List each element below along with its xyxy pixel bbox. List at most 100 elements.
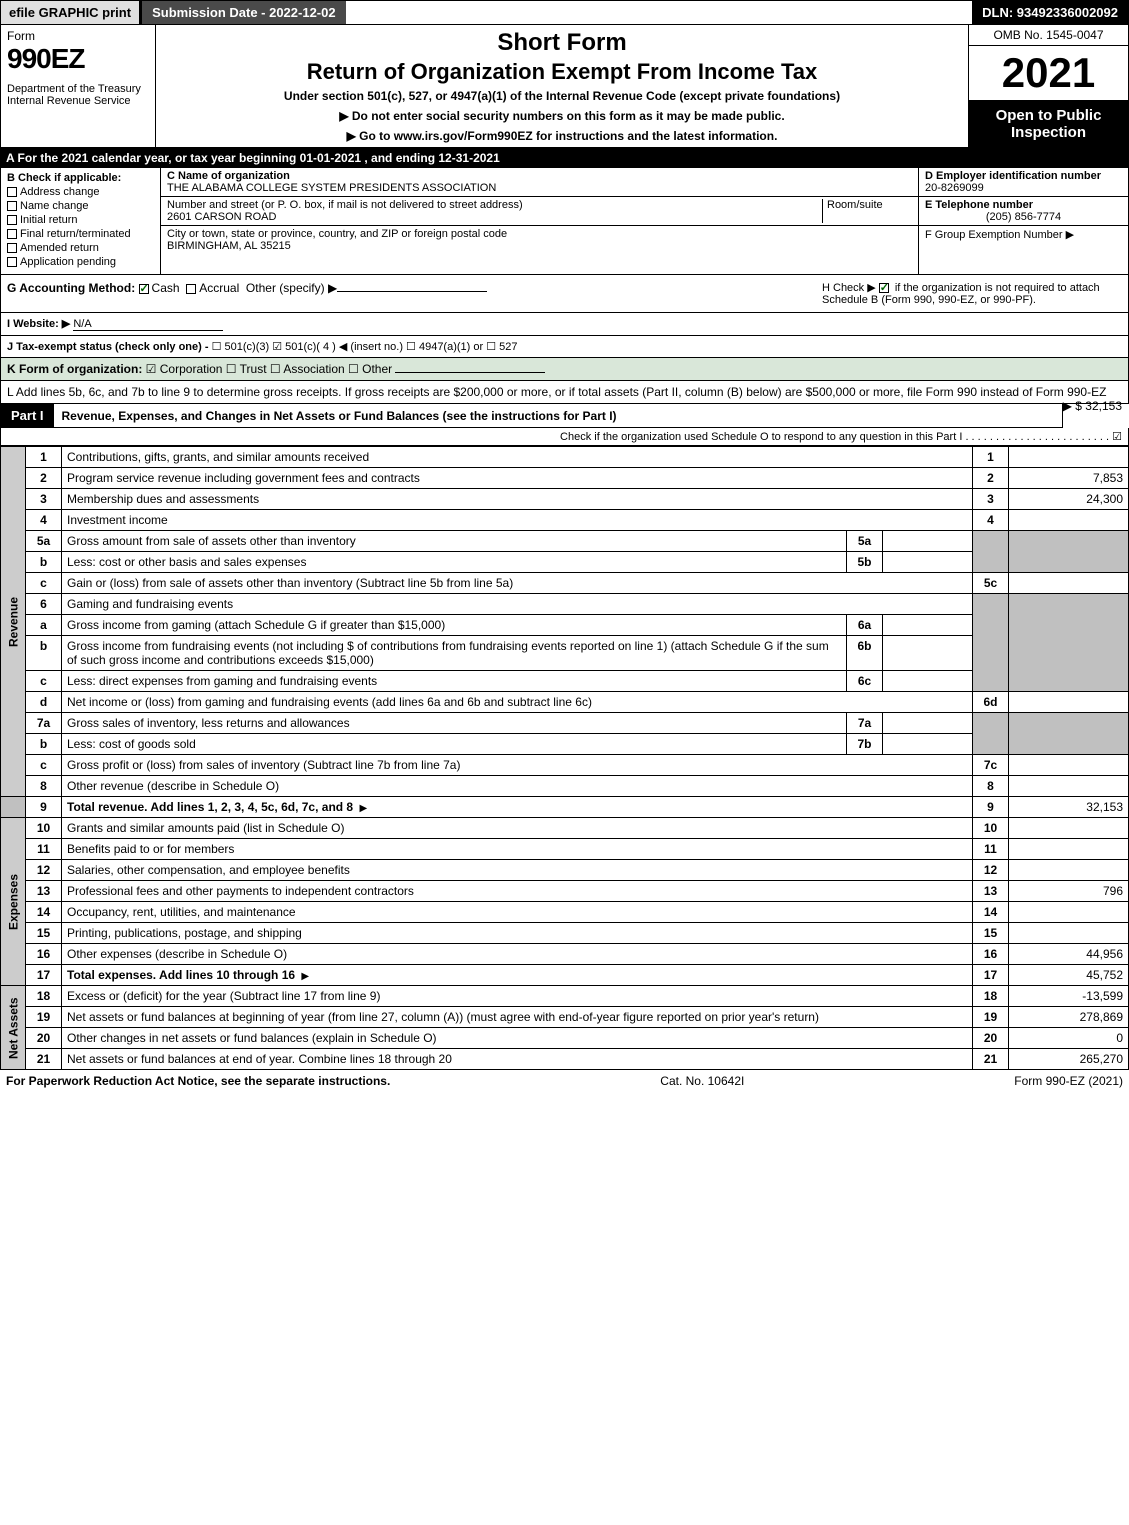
line-7a-desc: Gross sales of inventory, less returns a… [67,716,350,730]
k-other-input[interactable] [395,372,545,373]
check-initial-return-label: Initial return [20,214,77,226]
return-title: Return of Organization Exempt From Incom… [162,59,962,85]
i-website-row: I Website: ▶ N/A [0,313,1129,336]
warning-ssn: ▶ Do not enter social security numbers o… [162,109,962,123]
line-11-desc: Benefits paid to or for members [67,842,234,856]
line-10: Expenses 10Grants and similar amounts pa… [1,818,1129,839]
top-bar-left: efile GRAPHIC print Submission Date - 20… [1,1,346,24]
under-section-text: Under section 501(c), 527, or 4947(a)(1)… [162,89,962,103]
line-16-amount: 44,956 [1009,944,1129,965]
page-footer: For Paperwork Reduction Act Notice, see … [0,1070,1129,1092]
line-19-desc: Net assets or fund balances at beginning… [67,1010,819,1024]
line-11-amount [1009,839,1129,860]
line-7c-amount [1009,755,1129,776]
line-5b-desc: Less: cost or other basis and sales expe… [67,555,306,569]
line-10-desc: Grants and similar amounts paid (list in… [67,821,344,835]
part1-label: Part I [1,404,54,427]
check-cash[interactable] [139,284,149,294]
check-accrual[interactable] [186,284,196,294]
line-5b-subnum: 5b [847,552,883,573]
header-left: Form 990EZ Department of the Treasury In… [1,25,156,147]
side-expenses: Expenses [1,818,26,986]
part1-header: Part I Revenue, Expenses, and Changes in… [0,404,1063,428]
website-value: N/A [73,318,223,331]
line-7c-desc: Gross profit or (loss) from sales of inv… [67,758,460,772]
line-5a-subnum: 5a [847,531,883,552]
submission-date-button[interactable]: Submission Date - 2022-12-02 [142,1,346,24]
check-address-change[interactable]: Address change [7,186,154,198]
line-8: 8Other revenue (describe in Schedule O) … [1,776,1129,797]
check-name-change[interactable]: Name change [7,200,154,212]
line-6a-subnum: 6a [847,615,883,636]
line-17-amount: 45,752 [1009,965,1129,986]
j-label: J Tax-exempt status (check only one) - [7,341,209,353]
line-12-amount [1009,860,1129,881]
line-18-amount: -13,599 [1009,986,1129,1007]
g-accounting-method: G Accounting Method: Cash Accrual Other … [7,281,812,306]
k-options: ☑ Corporation ☐ Trust ☐ Association ☐ Ot… [146,362,392,376]
line-13-amount: 796 [1009,881,1129,902]
line-16: 16Other expenses (describe in Schedule O… [1,944,1129,965]
other-specify-label: Other (specify) ▶ [246,281,337,295]
other-specify-input[interactable] [337,291,487,292]
line-6a: aGross income from gaming (attach Schedu… [1,615,1129,636]
line-11: 11Benefits paid to or for members 11 [1,839,1129,860]
instructions-link[interactable]: ▶ Go to www.irs.gov/Form990EZ for instru… [162,129,962,143]
part1-title: Revenue, Expenses, and Changes in Net As… [54,405,1062,427]
line-13-desc: Professional fees and other payments to … [67,884,414,898]
line-6c: cLess: direct expenses from gaming and f… [1,671,1129,692]
arrow-icon [356,800,370,814]
line-21-amount: 265,270 [1009,1049,1129,1070]
side-net-assets: Net Assets [1,986,26,1070]
line-2-desc: Program service revenue including govern… [67,471,420,485]
line-6-desc: Gaming and fundraising events [67,597,233,611]
line-6a-desc: Gross income from gaming (attach Schedul… [67,618,445,632]
header-center: Short Form Return of Organization Exempt… [156,25,968,147]
org-city: BIRMINGHAM, AL 35215 [167,240,912,252]
org-street: 2601 CARSON ROAD [167,211,822,223]
efile-print-button[interactable]: efile GRAPHIC print [1,1,142,24]
gh-section: G Accounting Method: Cash Accrual Other … [0,275,1129,313]
line-6c-subnum: 6c [847,671,883,692]
j-tax-exempt-row: J Tax-exempt status (check only one) - ☐… [0,336,1129,358]
check-address-change-label: Address change [20,186,100,198]
i-label: I Website: ▶ [7,318,70,330]
line-5c-amount [1009,573,1129,594]
column-b-checkboxes: B Check if applicable: Address change Na… [1,168,161,274]
check-application-pending-label: Application pending [20,256,116,268]
line-7b: bLess: cost of goods sold 7b [1,734,1129,755]
check-final-return[interactable]: Final return/terminated [7,228,154,240]
check-schedule-b[interactable] [879,283,889,293]
check-initial-return[interactable]: Initial return [7,214,154,226]
line-3-amount: 24,300 [1009,489,1129,510]
line-7c: cGross profit or (loss) from sales of in… [1,755,1129,776]
accrual-label: Accrual [199,281,239,295]
line-3: 3Membership dues and assessments 324,300 [1,489,1129,510]
line-13: 13Professional fees and other payments t… [1,881,1129,902]
line-9-desc: Total revenue. Add lines 1, 2, 3, 4, 5c,… [67,800,353,814]
line-6b-desc: Gross income from fundraising events (no… [67,639,829,667]
open-to-public: Open to Public Inspection [969,101,1128,147]
line-20: 20Other changes in net assets or fund ba… [1,1028,1129,1049]
line-6b-subnum: 6b [847,636,883,671]
org-name: THE ALABAMA COLLEGE SYSTEM PRESIDENTS AS… [167,182,912,194]
line-5a-desc: Gross amount from sale of assets other t… [67,534,356,548]
top-bar: efile GRAPHIC print Submission Date - 20… [0,0,1129,25]
check-amended-return[interactable]: Amended return [7,242,154,254]
department-label: Department of the Treasury Internal Reve… [7,83,149,107]
line-1-amount [1009,447,1129,468]
section-a-calendar-year: A For the 2021 calendar year, or tax yea… [0,148,1129,168]
check-application-pending[interactable]: Application pending [7,256,154,268]
side-revenue: Revenue [1,447,26,797]
line-6d-amount [1009,692,1129,713]
line-2: 2Program service revenue including gover… [1,468,1129,489]
line-6c-desc: Less: direct expenses from gaming and fu… [67,674,377,688]
line-21-desc: Net assets or fund balances at end of ye… [67,1052,452,1066]
line-7a-subnum: 7a [847,713,883,734]
form-number: 990EZ [7,43,149,75]
line-15-desc: Printing, publications, postage, and shi… [67,926,302,940]
line-20-amount: 0 [1009,1028,1129,1049]
l-text: L Add lines 5b, 6c, and 7b to line 9 to … [7,385,1106,399]
line-1: Revenue 1 Contributions, gifts, grants, … [1,447,1129,468]
line-4-desc: Investment income [67,513,168,527]
